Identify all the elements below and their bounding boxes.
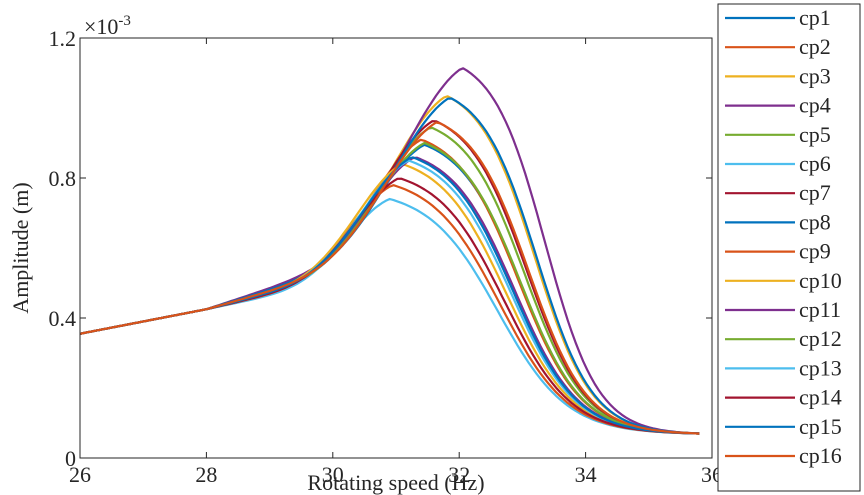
legend-label-cp4: cp4 [799,93,831,118]
legend-label-cp14: cp14 [799,385,842,410]
legend-label-cp2: cp2 [799,34,831,59]
y-multiplier: ×10-3 [84,13,131,39]
legend-label-cp11: cp11 [799,297,841,322]
x-tick-label: 32 [448,462,470,487]
legend-label-cp7: cp7 [799,180,831,205]
series-layer [79,67,700,435]
y-tick-label: 1.2 [49,26,77,51]
x-axis-label: Rotating speed (Hz) [307,470,484,495]
legend-label-cp9: cp9 [799,239,831,264]
x-tick-label: 26 [69,462,91,487]
legend-label-cp13: cp13 [799,355,842,380]
legend-label-cp10: cp10 [799,268,842,293]
legend-label-cp16: cp16 [799,443,842,468]
plot-frame [79,37,713,459]
y-ticks: 0 0.4 0.8 1.2 [49,26,712,471]
x-tick-label: 28 [195,462,217,487]
plot-area [80,38,712,458]
x-tick-label: 30 [322,462,344,487]
legend-box [717,3,861,492]
legend-label-cp8: cp8 [799,209,831,234]
y-tick-label: 0.4 [49,306,77,331]
legend-label-cp12: cp12 [799,326,842,351]
y-tick-label: 0.8 [49,166,77,191]
x-tick-label: 34 [575,462,597,487]
series-line-cp16 [79,121,700,435]
legend: cp1 cp2 cp3 cp4 cp5 cp6 cp7 cp8 cp9 cp10 cp11 cp12 c… [717,3,861,492]
legend-label-cp1: cp1 [799,5,831,30]
legend-label-cp6: cp6 [799,151,831,176]
legend-label-cp15: cp15 [799,414,842,439]
y-tick-label: 0 [65,446,76,471]
y-axis-label: Amplitude (m) [8,182,33,313]
legend-label-cp3: cp3 [799,63,831,88]
legend-label-cp5: cp5 [799,122,831,147]
